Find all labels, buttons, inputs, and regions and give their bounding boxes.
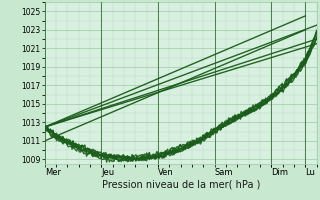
X-axis label: Pression niveau de la mer( hPa ): Pression niveau de la mer( hPa )	[102, 180, 260, 190]
